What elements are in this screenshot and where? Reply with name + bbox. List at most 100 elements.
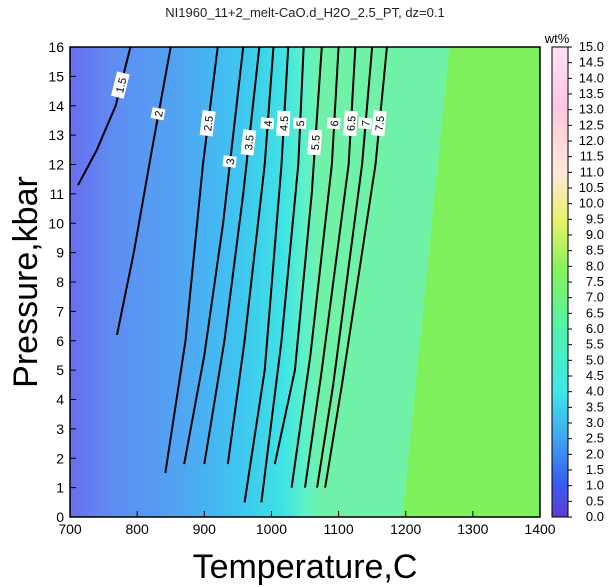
colorbar-tick-label: 4.0 [586, 384, 604, 399]
contour-label-bg [199, 110, 216, 137]
colorbar-tick-label: 12.5 [579, 117, 604, 132]
contour-line [183, 47, 245, 465]
x-tick-label: 1400 [524, 521, 555, 537]
y-tick-label: 14 [48, 98, 64, 114]
contour-label: 6 [326, 117, 341, 130]
colorbar-tick-label: 0.5 [586, 493, 604, 508]
colorbar-ticks: 0.00.51.01.52.02.53.03.54.04.55.05.56.06… [568, 39, 604, 524]
colorbar-tick-label: 12.0 [579, 133, 604, 148]
contour-label-text: 2 [153, 110, 166, 118]
contour-line [304, 47, 357, 488]
colorbar-tick-label: 10.0 [579, 196, 604, 211]
contour-line [290, 47, 340, 488]
contour-label-text: 6.5 [346, 115, 359, 131]
contour-label-bg [110, 71, 130, 99]
x-tick-label: 1300 [457, 521, 488, 537]
contour-label: 5 [292, 117, 307, 130]
contour-label: 2.5 [199, 110, 216, 137]
colorbar-gradient [551, 46, 569, 518]
contour-label: 2 [150, 107, 166, 121]
y-tick-label: 1 [56, 480, 64, 496]
contour-label-bg [307, 129, 323, 156]
contour-label-text: 7.5 [374, 115, 387, 131]
y-tick-label: 6 [56, 333, 64, 349]
colorbar-tick-label: 1.0 [586, 478, 604, 493]
contour-label-bg [326, 117, 341, 130]
x-tick-label: 1200 [390, 521, 421, 537]
plot-area: 1.5 2 2.5 3 3.5 4 4.5 55.5 6 6.5 7 7.5 [70, 47, 540, 517]
y-tick-label: 9 [56, 245, 64, 261]
y-tick-label: 10 [48, 215, 64, 231]
colorbar-tick-label: 13.0 [579, 102, 604, 117]
y-tick-label: 8 [56, 274, 64, 290]
colorbar-tick-label: 3.5 [586, 399, 604, 414]
contour-label: 7 [358, 117, 373, 130]
colorbar: wt% 0.00.51.01.52.02.53.03.54.04.55.05.5… [544, 31, 604, 524]
colorbar-tick-label: 7.5 [586, 274, 604, 289]
contour-line [203, 47, 261, 465]
contour-label-bg [240, 129, 257, 156]
chart-title: NI1960_11+2_melt-CaO.d_H2O_2.5_PT, dz=0.… [165, 5, 444, 20]
contour-label: 4 [260, 117, 275, 130]
colorbar-title: wt% [544, 31, 570, 46]
contour-label-text: 1.5 [114, 77, 129, 95]
colorbar-tick-label: 9.5 [586, 211, 604, 226]
contour-line [243, 47, 290, 503]
contour-line [260, 47, 305, 503]
contour-label: 3.5 [240, 129, 257, 156]
colorbar-tick-label: 11.0 [580, 164, 604, 179]
contour-label-bg [260, 117, 275, 130]
contour-label-bg [292, 117, 307, 130]
contour-label-bg [150, 107, 166, 121]
contour-line [226, 47, 275, 465]
colorbar-tick-label: 3.0 [586, 415, 604, 430]
contour-label-text: 3.5 [243, 134, 257, 151]
contour-label: 5.5 [307, 129, 323, 156]
colorbar-tick-label: 2.0 [586, 446, 604, 461]
y-tick-label: 5 [56, 362, 64, 378]
colorbar-tick-label: 14.5 [579, 55, 604, 70]
melt-field-region [70, 47, 450, 517]
y-tick-label: 16 [48, 39, 64, 55]
x-tick-label: 1000 [256, 521, 287, 537]
contour-line [273, 47, 323, 465]
contour-line [316, 47, 374, 488]
colorbar-tick-label: 4.5 [586, 368, 604, 383]
colorbar-tick-label: 5.0 [586, 352, 604, 367]
colorbar-tick-label: 10.5 [579, 180, 604, 195]
y-tick-label: 3 [56, 421, 64, 437]
colorbar-tick-label: 8.0 [586, 258, 604, 273]
colorbar-tick-label: 11.5 [580, 149, 604, 164]
colorbar-tick-label: 14.0 [579, 70, 604, 85]
contour-line [164, 47, 219, 474]
contour-label-text: 4 [263, 120, 275, 127]
colorbar-tick-label: 7.0 [586, 290, 604, 305]
contour-label-bg [222, 155, 237, 168]
colorbar-tick-label: 15.0 [579, 39, 604, 54]
colorbar-tick-label: 0.0 [586, 509, 604, 524]
y-tick-label: 7 [56, 303, 64, 319]
colorbar-tick-label: 1.5 [586, 462, 604, 477]
contour-label: 7.5 [371, 110, 387, 137]
y-tick-label: 0 [56, 509, 64, 525]
x-tick-label: 900 [193, 521, 217, 537]
colorbar-tick-label: 8.5 [586, 243, 604, 258]
contour-label-bg [276, 110, 291, 137]
colorbar-tick-label: 5.5 [586, 337, 604, 352]
x-tick-label: 700 [58, 521, 82, 537]
x-axis-label: Temperature,C [193, 548, 418, 586]
contour-line [116, 47, 172, 336]
contour-label: 6.5 [343, 110, 359, 137]
y-axis-label: Pressure,kbar [7, 176, 45, 388]
contour-lines [77, 47, 388, 503]
contour-label-text: 4.5 [278, 115, 291, 131]
colorbar-tick-label: 2.5 [586, 431, 604, 446]
contour-label: 3 [222, 155, 238, 168]
contour-label-text: 5 [295, 120, 307, 127]
contour-label-bg [371, 110, 387, 137]
contour-label-text: 3 [225, 158, 238, 165]
colorbar-tick-label: 9.0 [586, 227, 604, 242]
contour-label-text: 6 [329, 120, 341, 127]
y-tick-label: 12 [48, 157, 64, 173]
